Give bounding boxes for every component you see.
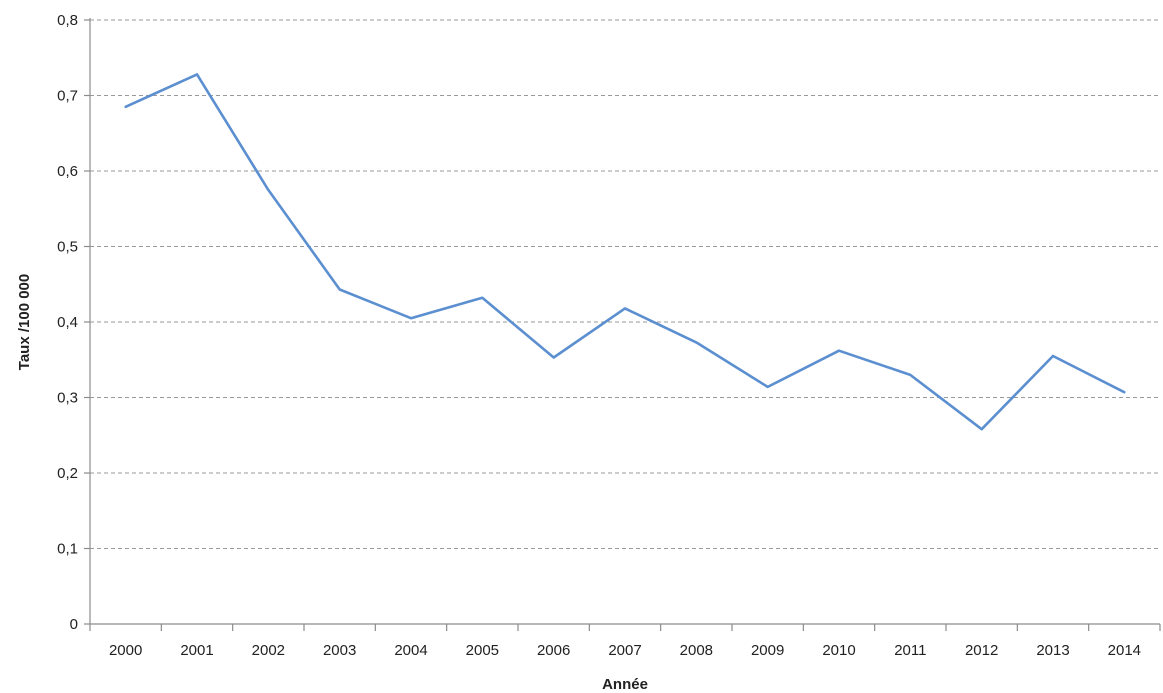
- x-tick-label: 2012: [965, 642, 998, 659]
- x-tick-label: 2002: [252, 642, 285, 659]
- series: [123, 71, 1127, 432]
- x-tick-label: 2010: [822, 642, 855, 659]
- series-line: [124, 73, 1126, 431]
- y-tick-labels: 0 0,1 0,2 0,3 0,4 0,5 0,6 0,7 0,8: [57, 12, 78, 633]
- y-axis-title: Taux /100 000: [16, 274, 33, 370]
- x-tick-label: 2004: [394, 642, 427, 659]
- y-tick-label: 0,3: [57, 390, 78, 407]
- data-point: [907, 372, 913, 378]
- data-point: [765, 384, 771, 390]
- x-axis-title: Année: [602, 676, 648, 693]
- x-tick-label: 2005: [466, 642, 499, 659]
- data-point: [337, 287, 343, 293]
- data-point: [1121, 389, 1127, 395]
- x-tick-label: 2014: [1108, 642, 1141, 659]
- gridlines: [90, 19, 1160, 549]
- data-point: [836, 348, 842, 354]
- data-point: [622, 305, 628, 311]
- y-tick-label: 0,1: [57, 541, 78, 558]
- y-tick-label: 0,2: [57, 465, 78, 482]
- data-point: [123, 104, 129, 110]
- x-tick-label: 2011: [894, 642, 926, 659]
- x-tick-label: 2000: [109, 642, 142, 659]
- data-point: [194, 71, 200, 77]
- axes: [84, 18, 1161, 631]
- x-tick-label: 2009: [751, 642, 784, 659]
- y-tick-label: 0: [70, 616, 78, 633]
- x-tick-label: 2013: [1036, 642, 1069, 659]
- data-point: [979, 426, 985, 432]
- data-point: [693, 339, 699, 345]
- data-point: [551, 354, 557, 360]
- y-tick-label: 0,5: [57, 239, 78, 256]
- data-point: [479, 295, 485, 301]
- data-point: [408, 315, 414, 321]
- y-tick-label: 0,7: [57, 88, 78, 105]
- x-tick-label: 2006: [537, 642, 570, 659]
- x-tick-label: 2007: [608, 642, 641, 659]
- y-tick-label: 0,8: [57, 12, 78, 29]
- x-tick-label: 2001: [180, 642, 213, 659]
- y-tick-label: 0,6: [57, 163, 78, 180]
- x-tick-label: 2008: [680, 642, 713, 659]
- x-tick-label: 2003: [323, 642, 356, 659]
- data-point: [265, 187, 271, 193]
- y-tick-label: 0,4: [57, 314, 78, 331]
- x-tick-labels: 2000 2001 2002 2003 2004 2005 2006 2007 2008 2009…: [109, 642, 1141, 659]
- data-point: [1050, 353, 1056, 359]
